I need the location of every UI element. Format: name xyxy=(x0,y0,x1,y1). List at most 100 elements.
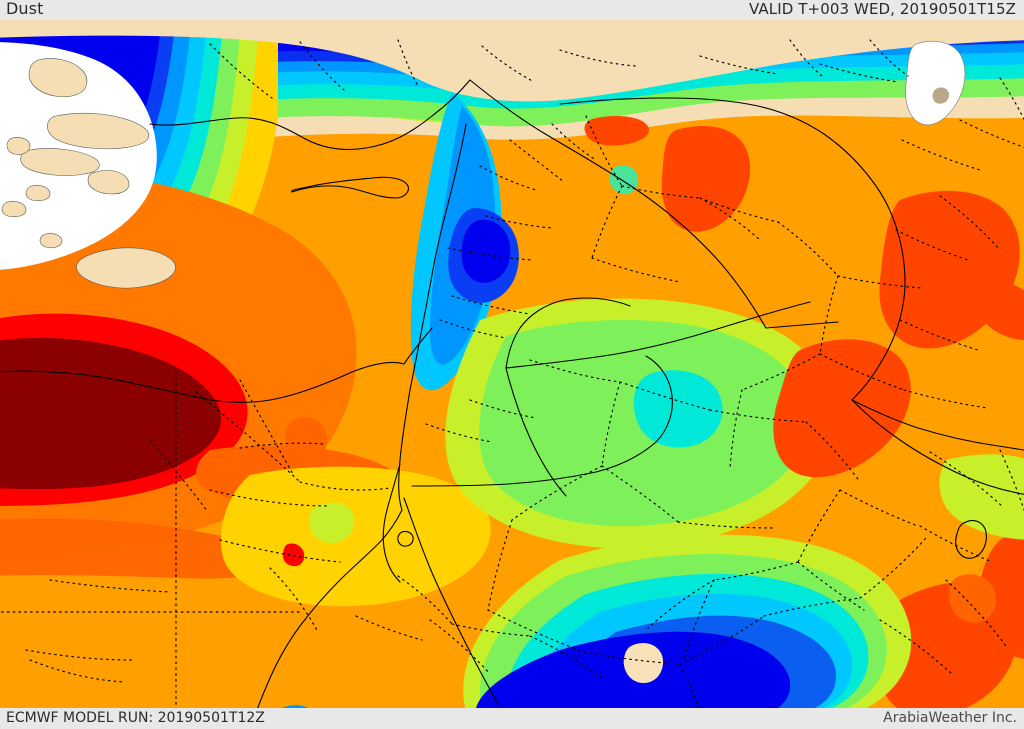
island-rhodes xyxy=(87,170,130,195)
contour-band-sinai-yellow xyxy=(220,466,491,607)
admin-border-syria-11 xyxy=(451,295,531,315)
admin-border-turkey-inner-6 xyxy=(699,55,779,75)
admin-border-iran-2 xyxy=(939,195,1001,251)
admin-border-gulf-7 xyxy=(879,619,953,675)
island-small-4 xyxy=(39,233,63,249)
island-small-2 xyxy=(25,185,51,202)
contour-band-iraq-orange-red-2 xyxy=(773,339,911,478)
contour-band-sinai-ygreen-dot xyxy=(309,502,355,544)
contour-core-orange-dot-east xyxy=(948,574,997,623)
contour-band-arabia-cyan-core xyxy=(633,370,723,448)
admin-border-gulf-2 xyxy=(797,489,841,563)
lake-urmia-islet xyxy=(932,87,950,104)
border-jordan-saudi xyxy=(411,355,673,487)
weather-map-canvas[interactable] xyxy=(0,20,1024,708)
admin-border-saudi-4 xyxy=(805,421,861,483)
island-peninsula-2 xyxy=(20,148,100,176)
admin-border-jordan-1 xyxy=(439,319,507,339)
admin-border-egypt-inner-6 xyxy=(239,442,325,449)
admin-border-iraq-6 xyxy=(903,389,989,409)
admin-border-syria-3 xyxy=(699,197,761,241)
admin-border-syria-8 xyxy=(479,165,537,191)
admin-border-gulf-3 xyxy=(797,561,865,611)
coastline-egypt-med xyxy=(0,361,405,404)
admin-border-iran-7 xyxy=(999,449,1024,512)
admin-border-syria-6 xyxy=(509,139,565,183)
admin-border-saudi-3 xyxy=(709,409,807,423)
admin-border-sinai-3 xyxy=(451,623,531,637)
admin-border-syria-7 xyxy=(551,123,597,161)
no-data-patch-gulf xyxy=(623,642,664,684)
admin-border-saudi-8 xyxy=(511,465,603,521)
admin-border-ne-2 xyxy=(789,39,823,77)
admin-border-saudi-9 xyxy=(487,519,513,611)
admin-border-syria-4 xyxy=(591,185,623,259)
admin-border-sinai-2 xyxy=(429,619,491,675)
masked-region-overlays xyxy=(0,20,1024,289)
dust-contour-map[interactable] xyxy=(0,20,1024,708)
coastline-qatar xyxy=(955,519,987,559)
admin-border-layer xyxy=(0,39,1024,708)
border-iraq-saudi xyxy=(505,301,811,369)
coastline-aqaba xyxy=(382,463,401,583)
admin-border-egypt-inner-11 xyxy=(29,659,125,683)
border-syria-iraq xyxy=(469,79,767,329)
admin-border-syria-2 xyxy=(621,185,701,199)
admin-border-saudi-1 xyxy=(529,359,621,383)
admin-border-iran-6 xyxy=(929,451,1003,507)
model-run-label: ECMWF MODEL RUN: 20190501T12Z xyxy=(6,710,265,726)
map-header-bar: Dust VALID T+003 WED, 20190501T15Z xyxy=(0,0,1024,20)
admin-border-turkey-inner-3 xyxy=(397,39,419,87)
island-peninsula-1 xyxy=(47,112,150,150)
contour-core-orange-dot-egypt xyxy=(284,417,328,461)
admin-border-egypt-inner-2 xyxy=(239,379,295,477)
admin-border-gulf-5 xyxy=(683,579,715,659)
contour-band-iran-orange-red-b xyxy=(972,282,1024,341)
admin-border-syria-1 xyxy=(585,115,623,187)
admin-border-turkey-inner-4 xyxy=(481,45,535,83)
admin-border-egypt-inner-7 xyxy=(149,439,209,513)
admin-border-gulf-8 xyxy=(919,525,993,563)
valid-time-label: VALID T+003 WED, 20190501T15Z xyxy=(749,0,1016,18)
admin-border-saudi-2 xyxy=(619,381,711,411)
admin-border-egypt-inner-10 xyxy=(25,649,133,661)
admin-border-turkey-inner-7 xyxy=(819,63,899,83)
admin-border-saudi-12 xyxy=(679,615,765,665)
admin-border-saudi-10 xyxy=(487,609,585,653)
admin-border-gulf-1 xyxy=(839,489,919,527)
border-turkey-syria xyxy=(559,97,825,135)
coastline-redsea-east xyxy=(403,497,499,705)
admin-border-iraq-4 xyxy=(819,275,839,355)
admin-border-egypt-inner-5 xyxy=(219,539,341,563)
island-small-3 xyxy=(1,201,27,218)
coastline-turkey-south xyxy=(149,79,471,151)
admin-border-sinai-4 xyxy=(529,635,603,679)
brand-credit-label: ArabiaWeather Inc. xyxy=(883,710,1017,726)
admin-border-turkey-inner-2 xyxy=(299,41,345,91)
border-iran-south xyxy=(851,399,1024,451)
admin-border-iraq-1 xyxy=(699,197,779,223)
map-footer-bar: ECMWF MODEL RUN: 20190501T12Z ArabiaWeat… xyxy=(0,708,1024,729)
contour-band-syria-orange-red xyxy=(661,126,751,232)
admin-border-iran-3 xyxy=(895,229,969,261)
admin-border-ne-1 xyxy=(999,77,1024,121)
admin-border-turkey-inner-1 xyxy=(209,43,273,99)
contour-band-redsea-blue xyxy=(282,705,309,708)
admin-border-sinai-5 xyxy=(355,615,423,641)
coastline-tiran-island xyxy=(397,530,414,547)
admin-border-egypt-inner-8 xyxy=(49,579,171,593)
island-small-1 xyxy=(6,137,31,155)
admin-border-egypt-inner-4 xyxy=(209,489,331,507)
admin-border-syria-5 xyxy=(591,257,681,283)
contour-band-deadsea-darkblue xyxy=(461,219,511,283)
admin-border-saudi-7 xyxy=(677,521,775,529)
admin-border-syria-10 xyxy=(447,247,533,261)
contour-band-egypt-orange xyxy=(0,518,300,579)
admin-border-turkey-inner-5 xyxy=(559,49,637,67)
lake-urmia xyxy=(905,41,966,126)
contour-band-libya-darkred xyxy=(0,337,222,490)
admin-border-iran-1 xyxy=(901,139,981,171)
admin-border-turkey-lake-region xyxy=(869,39,909,77)
admin-border-iran-4 xyxy=(899,319,979,351)
